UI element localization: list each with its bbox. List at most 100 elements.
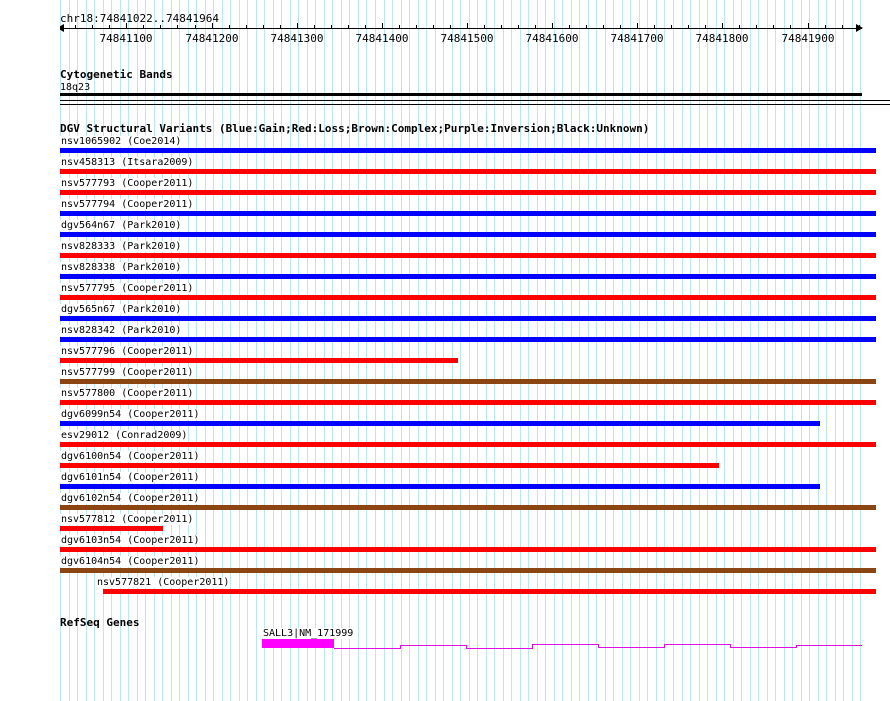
variant-label[interactable]: dgv6100n54 (Cooper2011) — [60, 451, 201, 462]
grid-line-minor — [486, 0, 487, 701]
grid-line-minor — [341, 0, 342, 701]
ruler-tick-minor — [348, 25, 349, 29]
section-divider-bottom — [0, 104, 890, 105]
grid-line-minor — [460, 0, 461, 701]
gene-exon-block[interactable] — [262, 639, 334, 648]
variant-label[interactable]: dgv6099n54 (Cooper2011) — [60, 409, 201, 420]
grid-line-minor — [375, 0, 376, 701]
gene-intron-line — [598, 647, 664, 648]
left-margin — [0, 0, 60, 701]
grid-line-minor — [213, 0, 214, 701]
ruler-tick-minor — [399, 25, 400, 29]
grid-line-minor — [520, 0, 521, 701]
variant-bar[interactable] — [60, 400, 876, 405]
ruler-tick-minor — [654, 25, 655, 29]
grid-line-minor — [826, 0, 827, 701]
variant-label[interactable]: nsv458313 (Itsara2009) — [60, 157, 195, 168]
variant-bar[interactable] — [60, 295, 876, 300]
ruler-tick-minor — [620, 25, 621, 29]
grid-line-minor — [545, 0, 546, 701]
gene-intron-line — [334, 648, 400, 649]
ruler-tick-minor — [671, 25, 672, 29]
grid-line-minor — [656, 0, 657, 701]
variant-label[interactable]: nsv577799 (Cooper2011) — [60, 367, 195, 378]
ruler-tick-label: 74841800 — [695, 32, 749, 45]
variant-label[interactable]: nsv828338 (Park2010) — [60, 262, 183, 273]
grid-line-minor — [554, 0, 555, 701]
variant-bar[interactable] — [60, 484, 820, 489]
grid-line-minor — [835, 0, 836, 701]
ruler-tick-minor — [586, 25, 587, 29]
variant-bar[interactable] — [60, 358, 458, 363]
variant-label[interactable]: dgv6103n54 (Cooper2011) — [60, 535, 201, 546]
variant-bar[interactable] — [60, 379, 876, 384]
grid-line-minor — [622, 0, 623, 701]
variant-bar[interactable] — [60, 505, 876, 510]
variant-bar[interactable] — [60, 526, 163, 531]
variant-label[interactable]: nsv828342 (Park2010) — [60, 325, 183, 336]
ruler-tick-major — [126, 23, 127, 29]
ruler-tick-minor — [842, 25, 843, 29]
variant-label[interactable]: dgv564n67 (Park2010) — [60, 220, 183, 231]
grid-line-minor — [324, 0, 325, 701]
variant-bar[interactable] — [60, 148, 876, 153]
variant-label[interactable]: dgv6101n54 (Cooper2011) — [60, 472, 201, 483]
grid-line-minor — [562, 0, 563, 701]
section-divider-top — [0, 100, 890, 101]
variant-label[interactable]: nsv577795 (Cooper2011) — [60, 283, 195, 294]
variant-bar[interactable] — [60, 316, 876, 321]
variant-label[interactable]: nsv577796 (Cooper2011) — [60, 346, 195, 357]
variant-bar[interactable] — [60, 463, 719, 468]
variant-bar[interactable] — [60, 211, 876, 216]
variant-bar[interactable] — [60, 547, 876, 552]
variant-label[interactable]: nsv577800 (Cooper2011) — [60, 388, 195, 399]
section-title-dgv: DGV Structural Variants (Blue:Gain;Red:L… — [60, 122, 650, 135]
variant-bar[interactable] — [60, 442, 876, 447]
ruler-tick-major — [297, 23, 298, 29]
grid-line-minor — [579, 0, 580, 701]
cytoband-bar — [60, 93, 862, 96]
variant-bar[interactable] — [60, 337, 876, 342]
variant-bar[interactable] — [60, 568, 876, 573]
grid-line-minor — [571, 0, 572, 701]
variant-label[interactable]: nsv1065902 (Coe2014) — [60, 136, 183, 147]
section-title-cytogenetic: Cytogenetic Bands — [60, 68, 173, 81]
gene-intron-step — [466, 645, 467, 649]
variant-label[interactable]: nsv577821 (Cooper2011) — [96, 577, 231, 588]
grid-line-minor — [196, 0, 197, 701]
variant-bar[interactable] — [60, 421, 820, 426]
grid-line-minor — [801, 0, 802, 701]
grid-line-minor — [273, 0, 274, 701]
grid-line-minor — [511, 0, 512, 701]
gene-label[interactable]: SALL3|NM_171999 — [262, 628, 355, 639]
variant-label[interactable]: nsv577812 (Cooper2011) — [60, 514, 195, 525]
grid-line-minor — [741, 0, 742, 701]
gene-intron-step — [796, 645, 797, 648]
grid-line-minor — [239, 0, 240, 701]
grid-line-minor — [418, 0, 419, 701]
variant-bar[interactable] — [60, 274, 876, 279]
grid-line-minor — [852, 0, 853, 701]
variant-label[interactable]: nsv577793 (Cooper2011) — [60, 178, 195, 189]
variant-label[interactable]: dgv565n67 (Park2010) — [60, 304, 183, 315]
variant-label[interactable]: nsv828333 (Park2010) — [60, 241, 183, 252]
variant-label[interactable]: esv29012 (Conrad2009) — [60, 430, 189, 441]
variant-label[interactable]: dgv6104n54 (Cooper2011) — [60, 556, 201, 567]
cytoband-label: 18q23 — [60, 82, 91, 93]
variant-bar[interactable] — [60, 169, 876, 174]
variant-label[interactable]: dgv6102n54 (Cooper2011) — [60, 493, 201, 504]
ruler-tick-major — [552, 23, 553, 29]
grid-line-minor — [588, 0, 589, 701]
ruler-tick-minor — [314, 25, 315, 29]
ruler-tick-label: 74841700 — [610, 32, 664, 45]
ruler-tick-minor — [229, 25, 230, 29]
grid-line-minor — [767, 0, 768, 701]
variant-bar[interactable] — [103, 589, 876, 594]
grid-line-minor — [596, 0, 597, 701]
variant-bar[interactable] — [60, 190, 876, 195]
variant-bar[interactable] — [60, 253, 876, 258]
ruler-tick-major — [467, 23, 468, 29]
variant-bar[interactable] — [60, 232, 876, 237]
variant-label[interactable]: nsv577794 (Cooper2011) — [60, 199, 195, 210]
